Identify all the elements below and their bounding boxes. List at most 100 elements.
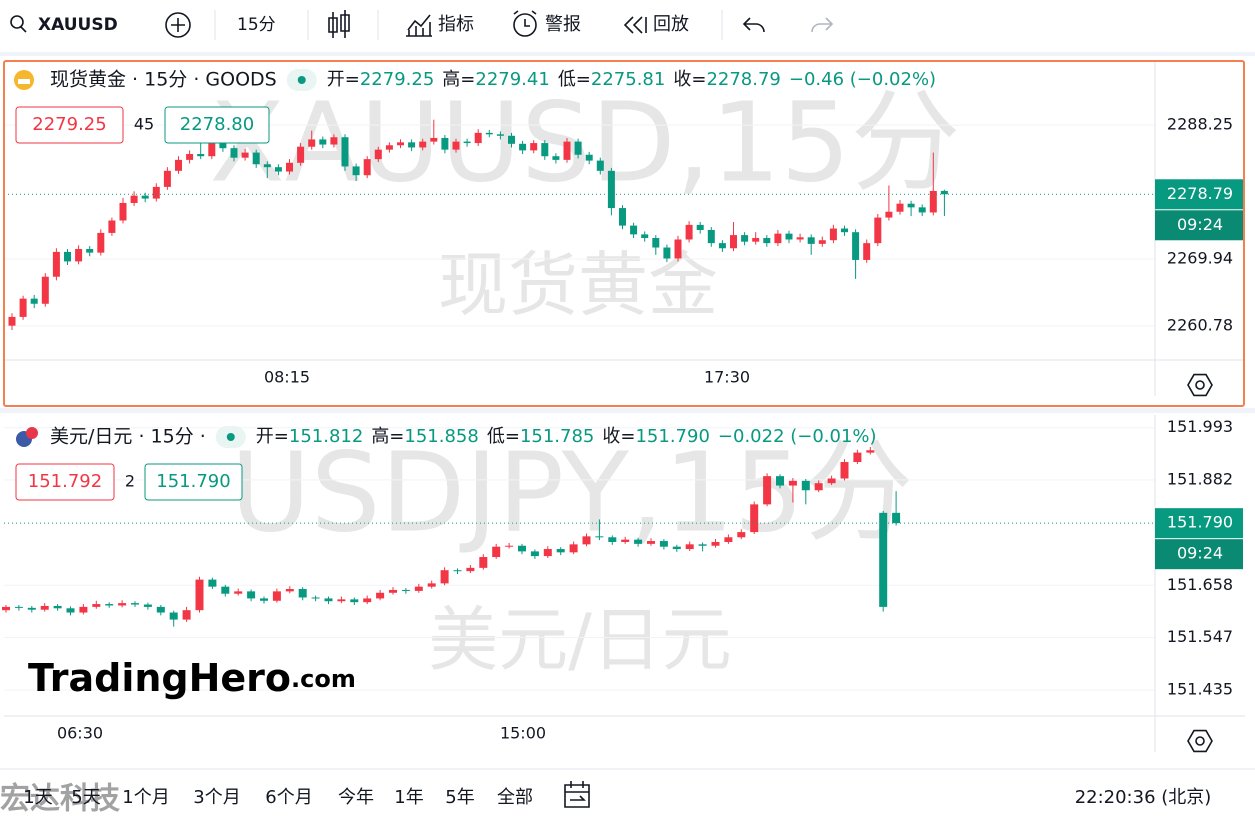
candle-body xyxy=(52,251,60,277)
candle-body xyxy=(197,154,205,157)
candle-body xyxy=(556,549,565,553)
candle-body xyxy=(14,606,23,608)
candle-body xyxy=(221,586,230,594)
bid-box[interactable] xyxy=(15,463,115,501)
x-tick-label: 15:00 xyxy=(500,724,546,743)
candle-body xyxy=(285,589,294,592)
chart-panel: XAUUSD,15分现货黄金2288.252269.942260.7808:15… xyxy=(4,62,1245,397)
search-icon-handle xyxy=(20,26,27,33)
candle-body xyxy=(169,612,178,620)
candle-body xyxy=(389,589,397,593)
candle-body xyxy=(698,544,707,546)
candle-body xyxy=(619,208,626,226)
candle-body xyxy=(607,170,615,209)
countdown-box xyxy=(1155,539,1243,570)
ohlc-info: 开=151.812 高=151.858 低=151.785 收=151.790 −0.0… xyxy=(256,426,877,447)
candle-body xyxy=(763,476,772,505)
range-button[interactable]: 6个月 xyxy=(265,787,312,808)
ask-box[interactable] xyxy=(164,106,270,144)
bid-box[interactable] xyxy=(15,106,124,144)
ask-box[interactable] xyxy=(144,463,243,501)
candle-body xyxy=(75,248,83,262)
range-button[interactable]: 今年 xyxy=(338,787,374,808)
candle-body xyxy=(274,167,282,172)
date-range-icon[interactable] xyxy=(564,781,590,808)
y-tick-label: 151.547 xyxy=(1167,627,1233,646)
settings-gear[interactable] xyxy=(1187,373,1213,397)
candle-body xyxy=(737,532,746,538)
candle-body xyxy=(530,143,538,151)
candle-body xyxy=(479,557,488,568)
logo: TradingHero.com xyxy=(28,656,356,700)
countdown-box xyxy=(1155,210,1243,241)
candle-body xyxy=(66,608,75,613)
ohlc-label: 开= xyxy=(327,69,360,90)
candle-body xyxy=(195,579,204,611)
candle-body xyxy=(569,544,578,553)
logo-name: TradingHero xyxy=(28,656,291,700)
candle-body xyxy=(663,247,671,259)
candle-body xyxy=(741,235,749,242)
candle-body xyxy=(829,228,837,241)
range-button[interactable]: 1个月 xyxy=(122,787,169,808)
candle-body xyxy=(30,298,38,304)
candle-body xyxy=(263,164,271,168)
add-symbol[interactable] xyxy=(165,12,191,38)
indicator-button[interactable]: 指标 xyxy=(438,14,474,35)
range-button[interactable]: 1年 xyxy=(394,787,423,808)
candle-body xyxy=(918,207,926,213)
candle-body xyxy=(508,135,515,144)
candle-body xyxy=(156,606,165,613)
change: −0.022 (−0.01%) xyxy=(718,426,877,447)
candle-body xyxy=(496,134,504,136)
alert-button[interactable]: 警报 xyxy=(545,14,581,35)
candle-body xyxy=(92,604,101,607)
corner-watermark: 宏达科技 xyxy=(0,782,120,817)
indicator-icon[interactable] xyxy=(406,14,432,37)
candle-body xyxy=(841,228,848,233)
candle-body xyxy=(852,232,860,260)
settings-gear[interactable] xyxy=(1187,729,1213,753)
countdown: 09:24 xyxy=(1177,215,1223,234)
x-tick-label: 17:30 xyxy=(704,368,750,387)
candle-body xyxy=(8,316,16,326)
candle-body xyxy=(341,137,349,167)
candle-body xyxy=(685,224,693,240)
candle-body xyxy=(776,476,784,486)
symbol[interactable]: XAUUSD xyxy=(38,15,118,35)
chart-type-icon[interactable] xyxy=(328,10,350,38)
candle-body xyxy=(430,137,438,142)
range-button[interactable]: 5年 xyxy=(445,787,474,808)
candle-body xyxy=(596,160,604,171)
candle-body xyxy=(585,154,593,161)
undo[interactable] xyxy=(742,17,765,33)
bid: 151.792 xyxy=(28,471,102,492)
replay-button[interactable]: 回放 xyxy=(653,14,689,35)
candle-body xyxy=(674,239,682,259)
candle-body xyxy=(324,598,333,602)
candle-body xyxy=(466,567,475,572)
candle-body xyxy=(492,546,501,558)
range-button[interactable]: 1天 xyxy=(23,787,52,808)
range-button[interactable]: 3个月 xyxy=(193,787,240,808)
candle-body xyxy=(866,450,875,453)
range-button[interactable]: 5天 xyxy=(71,787,100,808)
interval[interactable]: 15分 xyxy=(237,15,276,35)
logo-domain: .com xyxy=(291,665,356,693)
replay-icon[interactable] xyxy=(623,16,647,34)
candle-body xyxy=(230,148,238,158)
candle-body xyxy=(401,589,410,591)
panels: XAUUSD,15分现货黄金2288.252269.942260.7808:15… xyxy=(2,62,1245,753)
alert-icon-hands xyxy=(513,10,537,27)
candle-body xyxy=(818,240,826,244)
search-icon[interactable] xyxy=(10,15,24,29)
candle-body xyxy=(86,248,94,253)
candle-body xyxy=(634,539,643,544)
candle-body xyxy=(641,234,649,239)
redo[interactable] xyxy=(811,17,834,33)
candle-body xyxy=(519,143,527,151)
candle-body xyxy=(685,544,694,550)
alert-icon[interactable] xyxy=(513,13,537,37)
range-button[interactable]: 全部 xyxy=(497,787,533,808)
ohlc-label: 低= xyxy=(558,69,591,90)
